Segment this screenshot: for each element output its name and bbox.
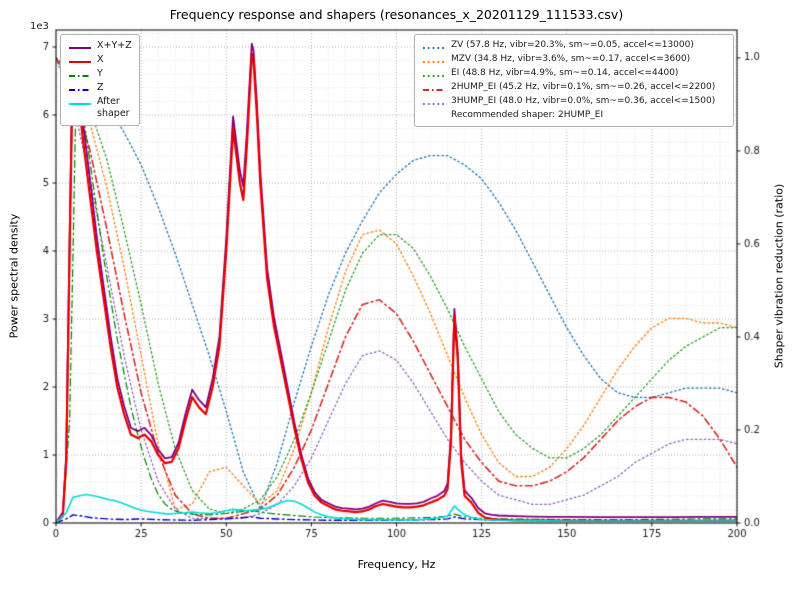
legend-label: 2HUMP_EI (45.2 Hz, vibr=0.1%, sm~=0.26, …: [451, 82, 716, 92]
legend-swatch-mzv: [423, 61, 445, 63]
legend-label: X: [97, 54, 104, 65]
legend-swatch-zv: [423, 47, 445, 49]
legend-label: X+Y+Z: [97, 40, 132, 51]
legend-psd: X+Y+Z X Y Z After shaper: [60, 34, 140, 126]
right-y-axis-label: Shaper vibration reduction (ratio): [772, 183, 786, 369]
legend-swatch-y: [69, 75, 91, 77]
legend-swatch-xyz: [69, 47, 91, 49]
legend-recommended: Recommended shaper: 2HUMP_EI: [422, 110, 726, 121]
x-axis-label: Frequency, Hz: [357, 558, 436, 571]
legend-shapers: ZV (57.8 Hz, vibr=20.3%, sm~=0.05, accel…: [414, 34, 734, 128]
legend-item-zv: ZV (57.8 Hz, vibr=20.3%, sm~=0.05, accel…: [422, 40, 726, 53]
left-axis-offset-text: 1e3: [30, 21, 49, 32]
legend-label: After shaper: [97, 96, 130, 119]
legend-item-z: Z: [68, 82, 132, 95]
legend-swatch-after-shaper: [69, 103, 91, 105]
legend-label: Z: [97, 82, 104, 93]
legend-item-mzv: MZV (34.8 Hz, vibr=3.6%, sm~=0.17, accel…: [422, 54, 726, 67]
legend-item-x: X: [68, 54, 132, 67]
legend-swatch-3hump-ei: [423, 103, 445, 105]
legend-label: ZV (57.8 Hz, vibr=20.3%, sm~=0.05, accel…: [451, 40, 694, 50]
chart-title: Frequency response and shapers (resonanc…: [169, 7, 624, 22]
legend-swatch-ei: [423, 75, 445, 77]
legend-item-ei: EI (48.8 Hz, vibr=4.9%, sm~=0.14, accel<…: [422, 68, 726, 81]
legend-label: MZV (34.8 Hz, vibr=3.6%, sm~=0.17, accel…: [451, 54, 691, 64]
legend-item-y: Y: [68, 68, 132, 81]
legend-label: 3HUMP_EI (48.0 Hz, vibr=0.0%, sm~=0.36, …: [451, 96, 716, 106]
legend-recommended-text: Recommended shaper: 2HUMP_EI: [451, 110, 604, 120]
legend-item-xyz: X+Y+Z: [68, 40, 132, 53]
legend-label: EI (48.8 Hz, vibr=4.9%, sm~=0.14, accel<…: [451, 68, 679, 78]
legend-swatch-2hump-ei: [423, 89, 445, 91]
legend-swatch-x: [69, 61, 91, 63]
legend-label: Y: [97, 68, 103, 79]
left-y-axis-label: Power spectral density: [7, 213, 21, 339]
legend-swatch-z: [69, 89, 91, 91]
legend-item-after-shaper: After shaper: [68, 96, 132, 120]
legend-item-2hump-ei: 2HUMP_EI (45.2 Hz, vibr=0.1%, sm~=0.26, …: [422, 82, 726, 95]
legend-item-3hump-ei: 3HUMP_EI (48.0 Hz, vibr=0.0%, sm~=0.36, …: [422, 96, 726, 109]
